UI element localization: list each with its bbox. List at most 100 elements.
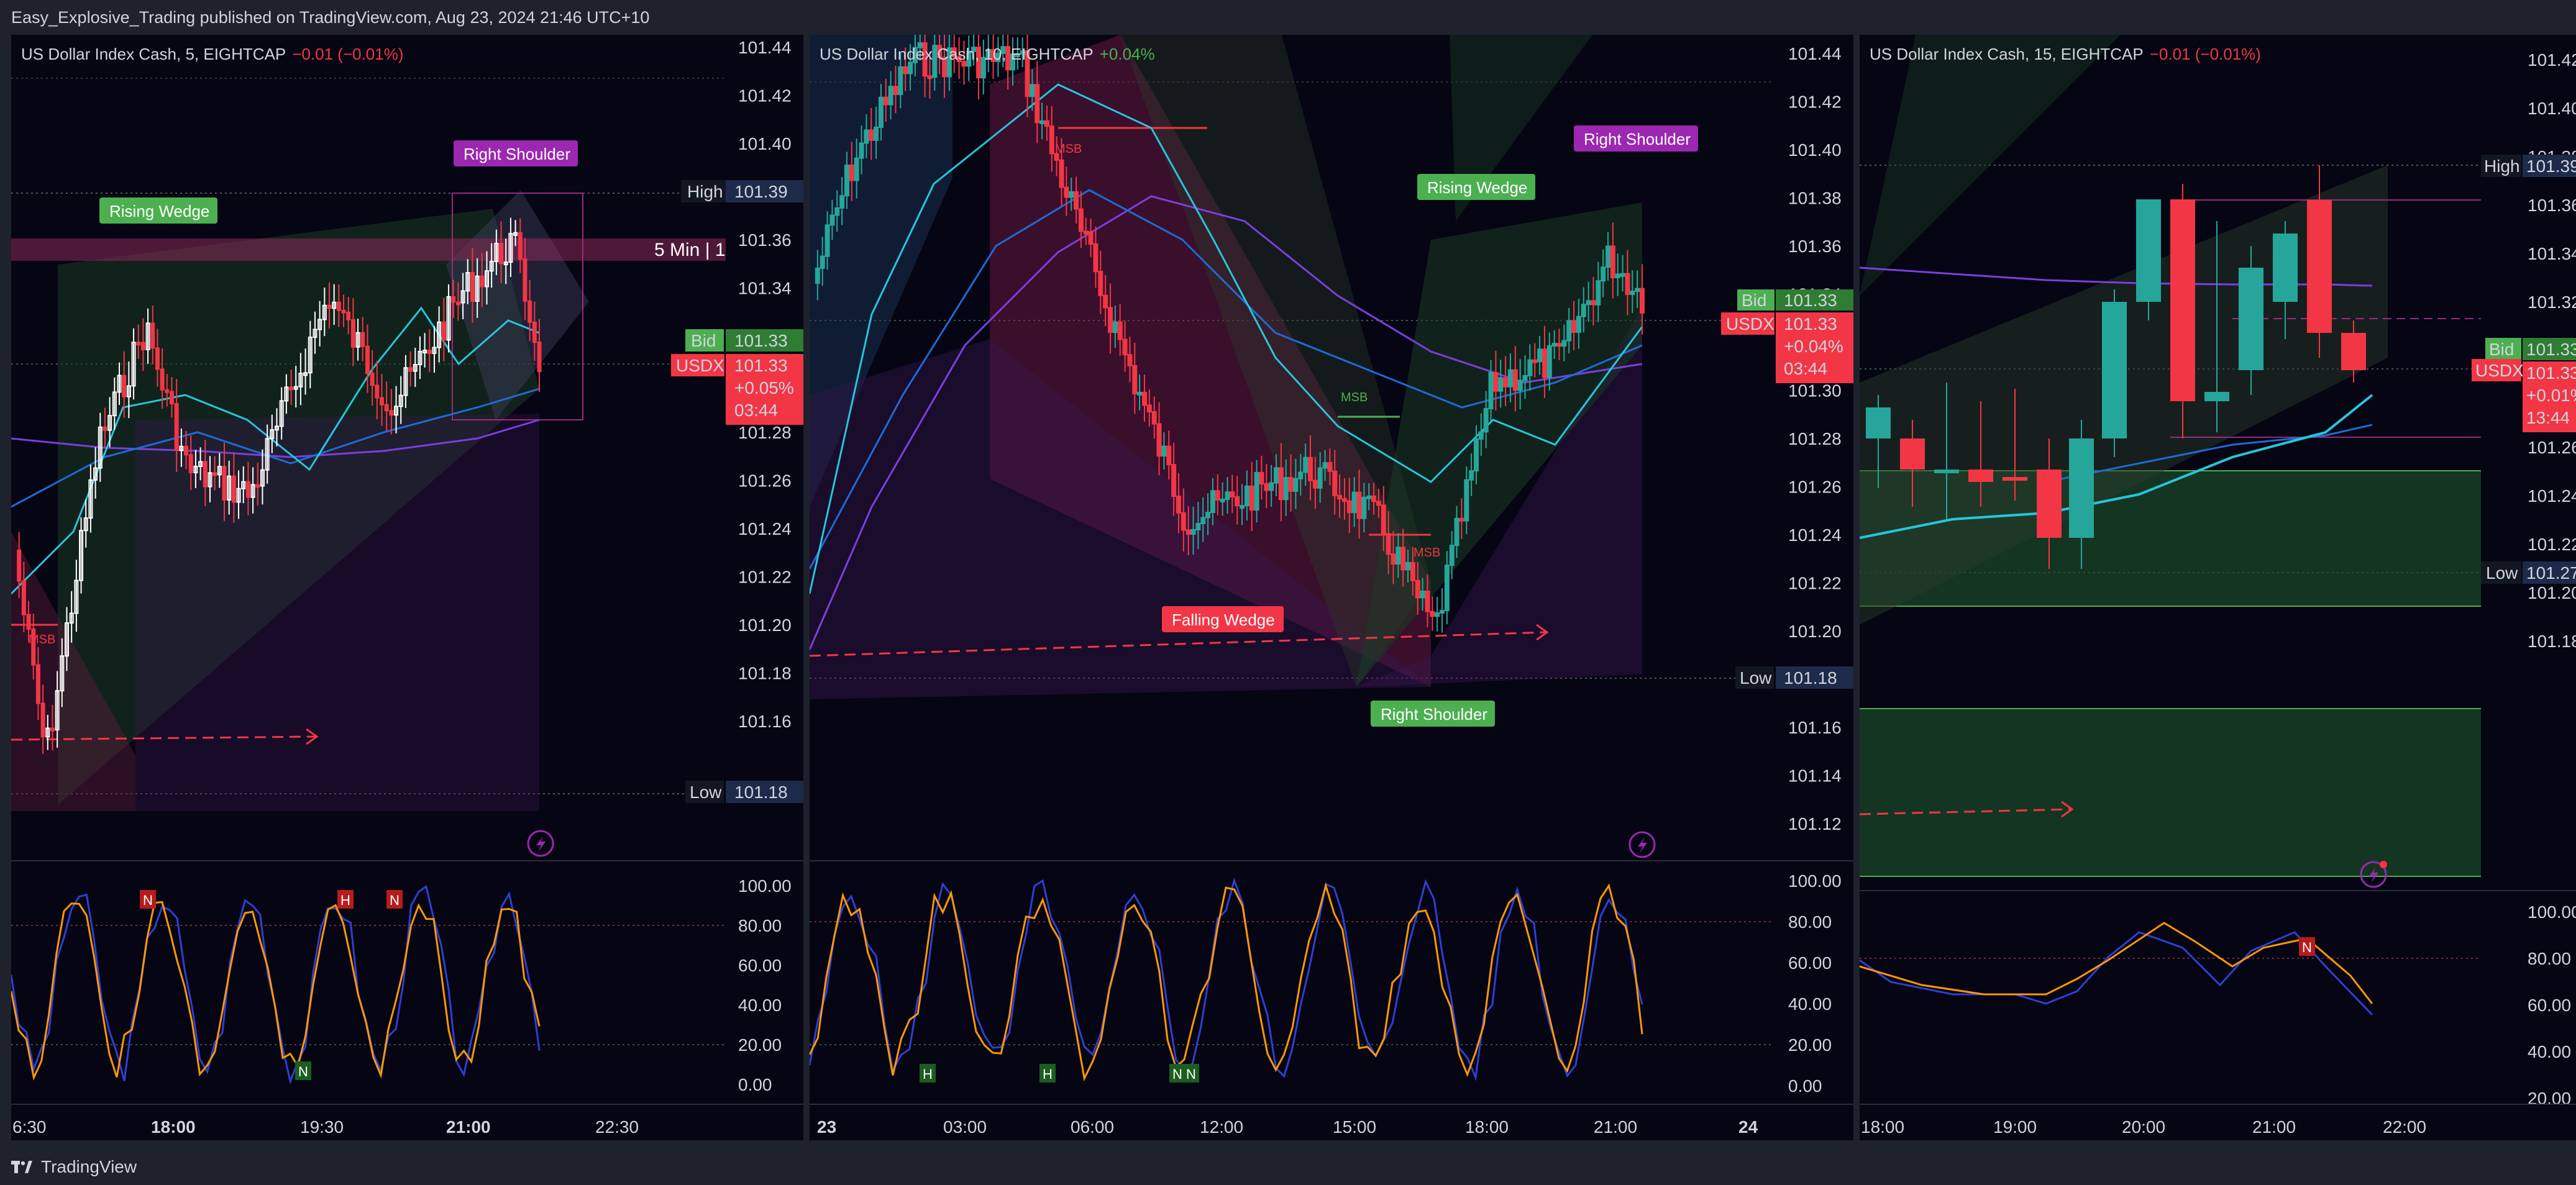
footer-brand: TradingView — [41, 1157, 137, 1176]
divergence-marker — [140, 890, 156, 909]
svg-text:03:44: 03:44 — [734, 401, 778, 420]
svg-text:+0.04%: +0.04% — [1784, 337, 1843, 356]
price-tick: 101.40 — [738, 134, 792, 153]
price-tick: 101.36 — [1788, 237, 1842, 256]
demand-zone-2 — [1860, 709, 2481, 876]
svg-text:+0.05%: +0.05% — [734, 378, 794, 397]
price-tick: 101.40 — [2528, 99, 2576, 118]
osc-tick: 40.00 — [1788, 994, 1832, 1014]
svg-text:101.27: 101.27 — [2526, 563, 2576, 583]
svg-text:101.33: 101.33 — [1784, 291, 1837, 310]
price-tick: 101.26 — [738, 471, 792, 491]
price-tick: 101.20 — [2528, 583, 2576, 602]
price-tick: 101.34 — [2528, 244, 2576, 263]
price-tick: 101.28 — [1788, 429, 1842, 448]
lightning-alert-icon[interactable] — [1628, 831, 1656, 858]
time-axis-5min[interactable]: 6:30 18:00 19:30 21:00 22:30 — [12, 1117, 639, 1137]
pane-divider[interactable] — [1853, 35, 1860, 1140]
price-tick: 101.42 — [738, 86, 792, 106]
pattern-rising-wedge[interactable]: Rising Wedge — [1417, 174, 1535, 200]
pattern-right-shoulder-2[interactable]: Right Shoulder — [1371, 701, 1495, 727]
price-tick: 101.12 — [1788, 814, 1842, 833]
low-tag: Low 101.18 — [685, 781, 803, 803]
price-tick: 101.18 — [738, 664, 792, 683]
price-tick: 101.26 — [1788, 478, 1842, 497]
price-tick: 101.28 — [738, 423, 792, 442]
msb-label-2: MSB — [1341, 391, 1368, 404]
svg-text:USDX: USDX — [2475, 361, 2524, 380]
price-tick: 101.14 — [1788, 766, 1842, 786]
time-tick: 18:00 — [1465, 1117, 1509, 1137]
price-change: −0.01 (−0.01%) — [292, 45, 404, 63]
price-tick: 101.24 — [738, 519, 792, 538]
price-tick: 101.40 — [1788, 140, 1842, 160]
chart-pane-10min[interactable]: MSB MSB MSB 101.44 101.42 101.40 101.38 101.… — [810, 35, 1853, 1140]
divergence-marker — [1169, 1064, 1185, 1083]
supply-zone — [11, 238, 726, 261]
divergence-marker-label: H — [1043, 1066, 1053, 1082]
time-tick: 21:00 — [2252, 1117, 2296, 1137]
svg-text:Bid: Bid — [691, 331, 716, 350]
high-tag: High 101.39 — [681, 180, 803, 202]
pane-divider[interactable] — [803, 35, 810, 1140]
svg-text:101.33: 101.33 — [1784, 314, 1837, 334]
svg-text:High: High — [687, 182, 723, 201]
price-tick: 101.16 — [738, 712, 792, 731]
time-tick: 06:00 — [1071, 1117, 1114, 1137]
symbol-price-tag: USDX 101.33 +0.01% 13:44 — [2472, 359, 2576, 432]
chart-canvas-10min[interactable]: MSB MSB MSB 101.44101.42101.40101.38101.… — [810, 35, 1853, 1140]
pattern-right-shoulder[interactable]: Right Shoulder — [454, 140, 578, 166]
osc-tick: 100.00 — [2528, 902, 2576, 922]
chart-pane-5min[interactable]: MSB 101.44101.42101.40101.38101.36101.34… — [11, 35, 803, 1140]
lightning-alert-icon[interactable] — [2360, 861, 2387, 888]
pattern-falling-wedge[interactable]: Falling Wedge — [1162, 606, 1284, 632]
divergence-marker-label: N — [298, 1064, 308, 1079]
price-tick: 101.32 — [2528, 293, 2576, 312]
price-tick: 101.44 — [738, 38, 792, 57]
price-tick: 101.36 — [2528, 196, 2576, 215]
candles-10min — [815, 35, 1645, 633]
chart-pane-15min[interactable]: 101.42101.40101.38101.36101.34101.32101.… — [1860, 35, 2576, 1140]
osc-tick: 20.00 — [738, 1035, 782, 1055]
osc-tick: 80.00 — [1788, 912, 1832, 932]
oscillator-15min[interactable]: 100.00 80.00 60.00 40.00 20.00 N — [1860, 902, 2576, 1108]
lightning-alert-icon[interactable] — [527, 830, 554, 857]
pattern-rising-wedge[interactable]: Rising Wedge — [99, 198, 217, 224]
svg-text:Low: Low — [1740, 668, 1772, 688]
price-axis-10min[interactable]: 101.44101.42101.40101.38101.36101.34101.… — [1788, 44, 1842, 833]
pattern-right-shoulder[interactable]: Right Shoulder — [1574, 125, 1698, 152]
candles-15min — [1866, 165, 2366, 569]
time-tick: 19:00 — [1993, 1117, 2037, 1137]
chart-canvas-15min[interactable]: 101.42101.40101.38101.36101.34101.32101.… — [1860, 35, 2576, 1140]
price-tick: 101.18 — [2528, 632, 2576, 651]
symbol-title: US Dollar Index Cash, 5, EIGHTCAP — [21, 45, 286, 63]
time-axis-10min[interactable]: 23 03:00 06:00 12:00 15:00 18:00 21:00 24 — [817, 1117, 1758, 1137]
price-tick: 101.22 — [1788, 574, 1842, 593]
low-tag: Low 101.18 — [1735, 666, 1853, 689]
divergence-marker-label: N — [2302, 940, 2312, 955]
divergence-marker — [2299, 937, 2315, 956]
tradingview-logo-icon[interactable] — [11, 1161, 32, 1173]
svg-text:101.33: 101.33 — [734, 331, 788, 350]
symbol-legend[interactable]: US Dollar Index Cash, 15, EIGHTCAP −0.01 … — [1870, 45, 2261, 64]
candles-5min — [17, 217, 542, 754]
oscillator-5min[interactable]: 100.00 80.00 60.00 40.00 20.00 0.00 N H N N — [11, 876, 792, 1094]
symbol-legend[interactable]: US Dollar Index Cash, 5, EIGHTCAP −0.01 (… — [21, 45, 404, 64]
time-tick: 12:00 — [1200, 1117, 1243, 1137]
time-axis-15min[interactable]: 18:00 19:00 20:00 21:00 22:00 — [1861, 1117, 2426, 1137]
chart-canvas-5min[interactable]: MSB 101.44101.42101.40101.38101.36101.34… — [11, 35, 803, 1140]
divergence-marker — [337, 890, 354, 909]
price-tick: 101.20 — [738, 615, 792, 635]
osc-tick: 20.00 — [1788, 1035, 1832, 1055]
svg-text:High: High — [2484, 157, 2520, 176]
osc-tick: 60.00 — [1788, 953, 1832, 973]
price-tick: 101.22 — [2528, 535, 2576, 554]
price-tick: 101.34 — [738, 279, 792, 298]
time-tick: 19:30 — [300, 1117, 344, 1137]
svg-text:Rising Wedge: Rising Wedge — [109, 202, 209, 220]
footer-bar: TradingView — [0, 1149, 2576, 1185]
oscillator-10min[interactable]: 100.00 80.00 60.00 40.00 20.00 0.00 H H N N — [810, 871, 1842, 1096]
osc-tick: 40.00 — [2528, 1042, 2571, 1061]
symbol-legend[interactable]: US Dollar Index Cash, 10, EIGHTCAP +0.04% — [820, 45, 1155, 64]
time-tick: 21:00 — [446, 1117, 491, 1137]
